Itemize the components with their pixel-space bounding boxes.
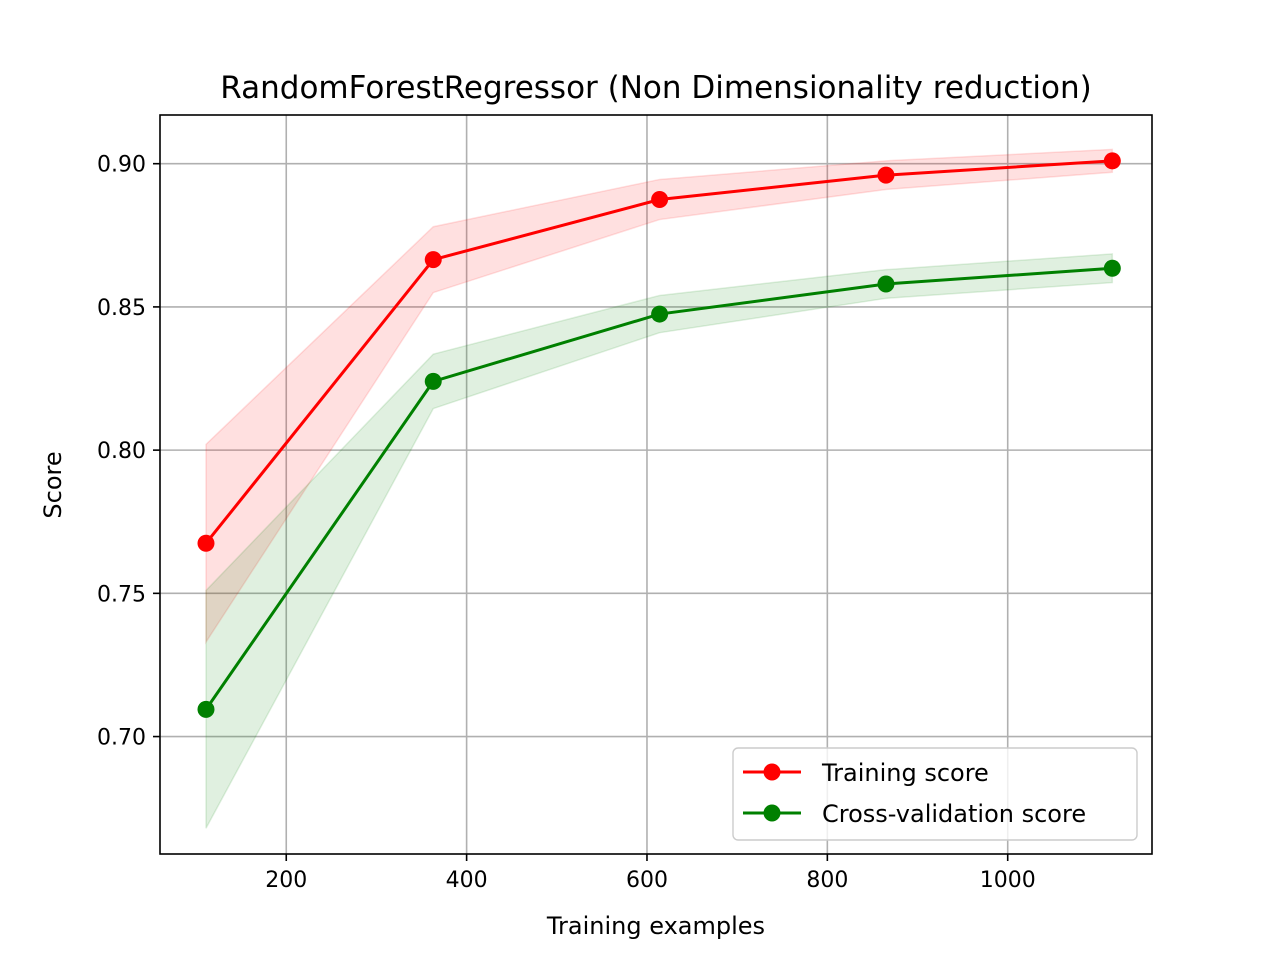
band-training: [205, 148, 1114, 645]
x-tick-label: 800: [806, 868, 848, 893]
score-bands: [205, 148, 1114, 829]
y-tick-label: 0.75: [97, 582, 146, 607]
point-cross-validation: [424, 372, 442, 390]
y-tick-label: 0.90: [97, 153, 146, 178]
point-cross-validation: [1103, 259, 1121, 277]
legend: Training score Cross-validation score: [732, 747, 1138, 841]
x-tick-label: 1000: [980, 868, 1036, 893]
legend-label-cross-validation: Cross-validation score: [822, 800, 1086, 828]
plot-area-frame: [159, 114, 1153, 855]
y-tick-label: 0.70: [97, 726, 146, 751]
point-training: [1103, 152, 1121, 170]
chart-title: RandomForestRegressor (Non Dimensionalit…: [220, 70, 1091, 106]
x-tick-label: 200: [265, 868, 307, 893]
x-tick-label: 600: [626, 868, 668, 893]
point-cross-validation: [651, 305, 669, 323]
y-axis-label: Score: [39, 451, 67, 518]
x-axis-label: Training examples: [546, 912, 765, 940]
axis-ticks: 200 400 600 800 1000 0.70 0.75 0.80 0.85 0.90: [97, 153, 1036, 893]
legend-marker-training: [763, 763, 781, 781]
point-training: [424, 251, 442, 269]
legend-box: [732, 747, 1138, 841]
y-tick-label: 0.80: [97, 439, 146, 464]
series-points: [197, 152, 1121, 718]
point-training: [197, 534, 215, 552]
band-cross-validation: [205, 253, 1114, 829]
x-tick-label: 400: [446, 868, 488, 893]
point-cross-validation: [197, 700, 215, 718]
legend-label-training: Training score: [821, 759, 989, 787]
y-tick-label: 0.85: [97, 296, 146, 321]
point-cross-validation: [877, 275, 895, 293]
grid-lines: [160, 115, 1152, 854]
legend-marker-cross-validation: [763, 804, 781, 822]
point-training: [651, 190, 669, 208]
point-training: [877, 166, 895, 184]
